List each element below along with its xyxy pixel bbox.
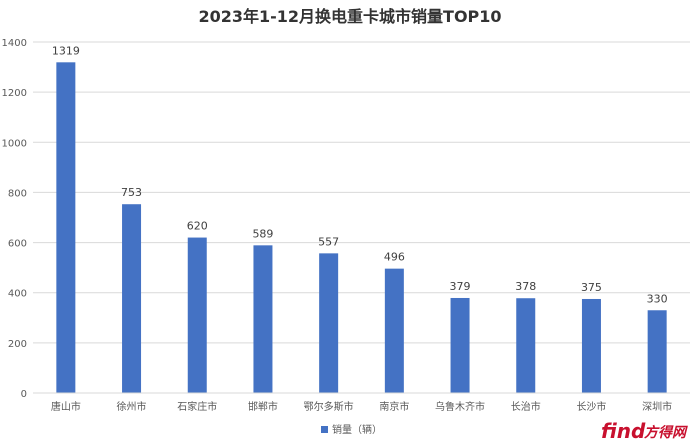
x-category-label: 唐山市 [51,400,81,413]
data-label: 496 [384,251,405,264]
x-category-label: 徐州市 [117,400,147,413]
legend-swatch [321,426,328,433]
legend-label: 销量（辆） [332,423,382,436]
x-category-label: 南京市 [379,400,409,413]
bar [581,298,601,393]
y-tick-label: 200 [8,339,27,350]
x-category-label: 鄂尔多斯市 [304,400,354,413]
x-category-label: 石家庄市 [177,400,217,413]
bar [319,253,339,393]
data-label: 557 [318,235,339,248]
bar [56,62,76,393]
x-category-label: 长治市 [511,400,541,413]
y-tick-label: 0 [21,389,27,400]
bar [122,204,142,393]
data-label: 330 [647,292,668,305]
bar [253,245,273,393]
y-axis-ticks: 0 200 400 600 800 1000 1200 1400 [2,38,27,400]
y-tick-label: 800 [8,188,27,199]
y-tick-label: 600 [8,239,27,250]
bar [384,268,404,393]
x-category-label: 长沙市 [576,400,606,413]
x-category-label: 邯郸市 [248,400,278,413]
y-tick-label: 1000 [2,138,27,149]
watermark-suffix: 方得网 [644,424,688,441]
data-label: 1319 [52,44,80,57]
x-axis-categories: 唐山市 徐州市 石家庄市 邯郸市 鄂尔多斯市 南京市 乌鲁木齐市 长治市 长沙市 深圳市 [51,400,672,413]
gridlines [33,41,690,344]
data-label: 379 [450,280,471,293]
y-tick-label: 1400 [2,38,27,49]
data-label: 753 [121,186,142,199]
y-tick-label: 1200 [2,88,27,99]
bar [450,297,470,393]
bars [56,62,667,393]
legend: 销量（辆） [321,423,382,436]
watermark-logo: find 方得网 [601,419,688,443]
bar [647,310,667,393]
watermark-brand: find [601,419,646,443]
y-tick-label: 400 [8,289,27,300]
data-label: 589 [252,227,273,240]
data-label: 375 [581,281,602,294]
data-label: 378 [515,280,536,293]
x-category-label: 乌鲁木齐市 [435,400,485,413]
bar [187,237,207,393]
data-labels: 1319 753 620 589 557 496 379 378 375 330 [52,44,668,305]
bar [516,298,536,393]
chart-title: 2023年1-12月换电重卡城市销量TOP10 [198,7,501,26]
data-label: 620 [187,220,208,233]
x-category-label: 深圳市 [642,400,672,413]
